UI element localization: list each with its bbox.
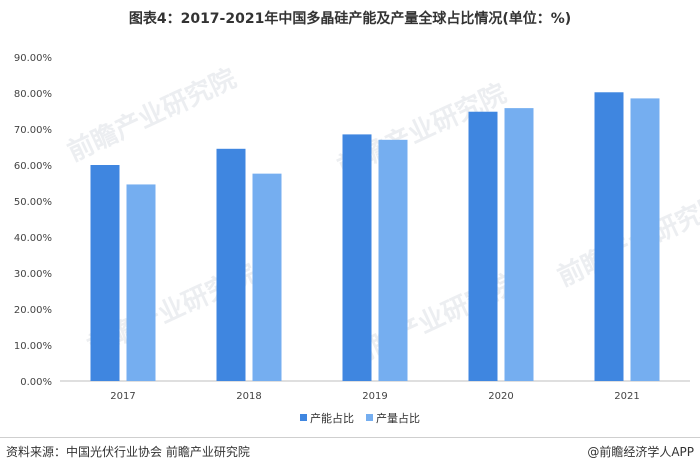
- x-tick-label: 2020: [488, 391, 513, 402]
- x-tick-label: 2019: [362, 391, 387, 402]
- bar-capacity: [468, 111, 498, 381]
- bar-capacity: [90, 165, 120, 381]
- footer-divider: [0, 437, 700, 438]
- y-tick-label: 90.00%: [14, 53, 52, 64]
- bar-output: [126, 184, 156, 381]
- bar-capacity: [342, 134, 372, 381]
- y-tick-label: 50.00%: [14, 197, 52, 208]
- brand-credit: @前瞻经济学人APP: [587, 445, 694, 459]
- legend-swatch-capacity: [300, 414, 307, 421]
- legend-label-output: 产量占比: [376, 411, 420, 425]
- y-tick-label: 0.00%: [20, 377, 52, 388]
- chart-title: 图表4：2017-2021年中国多晶硅产能及产量全球占比情况(单位：%): [128, 11, 572, 27]
- x-tick-label: 2021: [614, 391, 639, 402]
- bar-chart: 0.00% 10.00% 20.00% 30.00% 40.00% 50.00% 60.00…: [14, 53, 690, 425]
- bar-capacity: [216, 148, 246, 381]
- x-tick-label: 2018: [236, 391, 261, 402]
- y-tick-label: 70.00%: [14, 125, 52, 136]
- legend-swatch-output: [366, 414, 373, 421]
- x-tick-label: 2017: [110, 391, 135, 402]
- bar-capacity: [594, 92, 624, 381]
- bar-output: [252, 173, 282, 381]
- y-tick-label: 10.00%: [14, 341, 52, 352]
- bar-output: [630, 98, 660, 382]
- y-tick-label: 60.00%: [14, 161, 52, 172]
- y-tick-label: 30.00%: [14, 269, 52, 280]
- y-tick-label: 20.00%: [14, 305, 52, 316]
- source-note: 资料来源：中国光伏行业协会 前瞻产业研究院: [6, 445, 250, 459]
- y-tick-label: 40.00%: [14, 233, 52, 244]
- legend-label-capacity: 产能占比: [310, 411, 354, 425]
- bar-output: [504, 108, 534, 382]
- y-tick-label: 80.00%: [14, 89, 52, 100]
- bar-output: [378, 139, 408, 381]
